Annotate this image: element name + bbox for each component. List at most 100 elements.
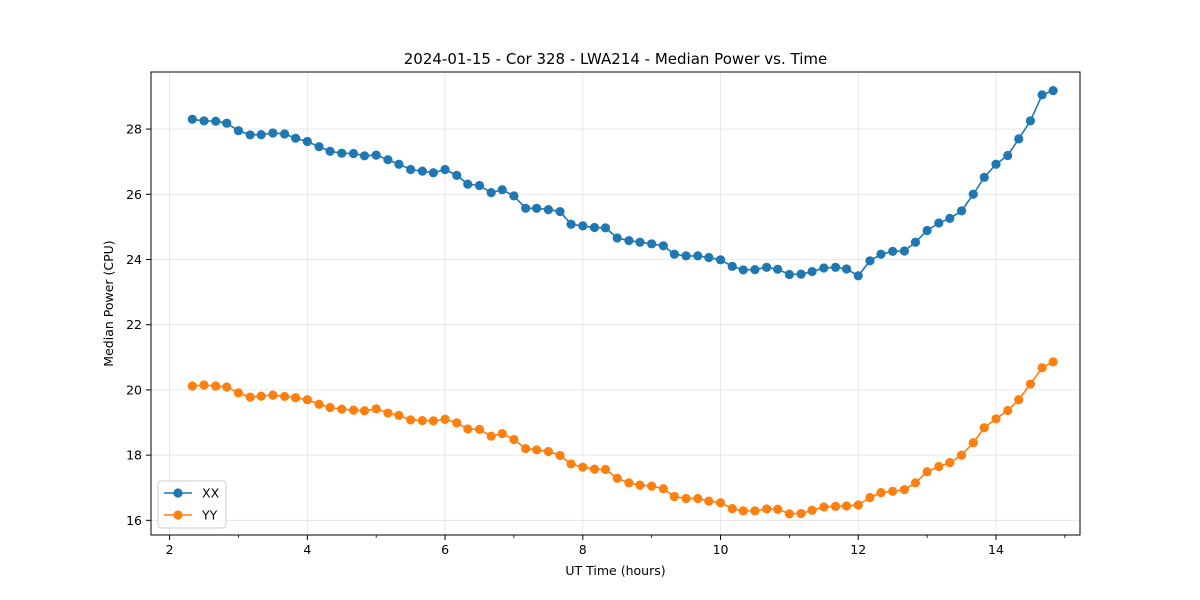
data-point-xx	[934, 218, 944, 228]
data-point-yy	[509, 434, 519, 445]
data-point-xx	[841, 264, 852, 274]
y-tick-label: 16	[126, 513, 142, 528]
data-point-xx	[784, 269, 794, 280]
data-point-xx	[681, 251, 691, 261]
data-point-yy	[991, 414, 1001, 424]
data-point-yy	[394, 410, 404, 420]
data-point-yy	[566, 459, 576, 469]
data-point-xx	[555, 206, 565, 217]
x-tick-label: 10	[713, 542, 729, 557]
data-point-yy	[406, 415, 416, 425]
data-point-xx	[394, 159, 404, 169]
data-point-yy	[888, 486, 898, 496]
legend-label: YY	[201, 508, 218, 523]
data-point-xx	[543, 205, 553, 215]
data-point-yy	[658, 484, 668, 494]
data-point-xx	[578, 221, 588, 231]
x-tick-label: 14	[988, 542, 1004, 557]
data-point-yy	[578, 462, 588, 472]
data-point-xx	[199, 116, 209, 126]
data-point-yy	[796, 508, 806, 519]
data-point-yy	[681, 493, 691, 504]
series-line-yy	[192, 361, 1054, 515]
data-point-yy	[979, 423, 989, 433]
data-point-xx	[762, 262, 772, 272]
data-point-yy	[291, 393, 301, 403]
data-point-yy	[1037, 363, 1047, 373]
y-tick-label: 18	[126, 448, 142, 463]
data-point-yy	[968, 438, 978, 448]
data-point-yy	[417, 415, 427, 426]
data-point-xx	[658, 241, 668, 251]
data-point-yy	[440, 414, 450, 424]
data-point-yy	[325, 402, 335, 413]
data-point-yy	[1014, 395, 1024, 405]
data-point-xx	[600, 223, 611, 233]
data-point-yy	[302, 395, 312, 405]
data-point-yy	[337, 404, 347, 414]
data-point-yy	[543, 446, 553, 457]
data-point-xx	[991, 159, 1001, 169]
data-point-yy	[371, 404, 381, 414]
data-point-yy	[727, 503, 737, 514]
data-point-yy	[669, 491, 679, 502]
data-point-yy	[807, 505, 817, 515]
data-point-xx	[968, 189, 978, 199]
data-point-yy	[497, 429, 507, 439]
data-point-xx	[337, 148, 347, 158]
y-tick-label: 22	[126, 317, 142, 332]
data-point-yy	[233, 388, 244, 398]
data-point-xx	[796, 269, 806, 279]
data-point-yy	[922, 467, 932, 477]
data-point-xx	[233, 126, 244, 136]
data-point-xx	[314, 142, 324, 152]
x-tick-label: 12	[850, 542, 866, 557]
data-point-yy	[841, 501, 852, 511]
data-point-xx	[371, 150, 381, 160]
series-yy	[187, 357, 1058, 519]
series-xx	[187, 85, 1058, 281]
data-point-yy	[1048, 357, 1058, 367]
data-point-yy	[750, 506, 760, 516]
data-point-yy	[314, 399, 324, 409]
data-point-xx	[669, 249, 679, 259]
data-point-yy	[474, 424, 485, 434]
data-point-xx	[359, 151, 370, 161]
data-point-xx	[474, 180, 485, 191]
data-point-xx	[1003, 150, 1013, 161]
data-point-yy	[359, 406, 370, 416]
data-point-xx	[865, 256, 875, 266]
data-point-xx	[819, 263, 829, 273]
data-point-yy	[704, 496, 714, 506]
data-point-xx	[302, 136, 312, 147]
x-tick-label: 6	[441, 542, 449, 557]
data-point-yy	[383, 408, 393, 418]
data-point-xx	[612, 233, 622, 243]
data-point-yy	[612, 473, 622, 483]
data-point-xx	[738, 265, 748, 275]
data-point-xx	[704, 252, 714, 263]
x-tick-label: 8	[579, 542, 587, 557]
data-point-xx	[452, 170, 462, 180]
data-point-yy	[532, 445, 542, 455]
data-point-yy	[222, 382, 232, 392]
data-point-yy	[853, 500, 863, 510]
series-group	[187, 85, 1058, 519]
x-axis-label: UT Time (hours)	[565, 563, 665, 578]
legend-item-yy: YY	[164, 508, 218, 523]
data-point-xx	[497, 185, 507, 195]
data-point-xx	[291, 133, 301, 143]
data-point-xx	[945, 213, 955, 223]
chart-title: 2024-01-15 - Cor 328 - LWA214 - Median P…	[404, 50, 828, 68]
data-point-xx	[773, 264, 783, 274]
y-tick-label: 24	[126, 252, 142, 267]
data-point-xx	[1037, 90, 1047, 100]
data-point-yy	[348, 405, 359, 415]
data-point-yy	[211, 381, 221, 391]
data-point-xx	[428, 168, 438, 178]
data-point-yy	[1003, 405, 1013, 416]
data-point-xx	[268, 128, 278, 138]
data-point-xx	[325, 146, 335, 156]
